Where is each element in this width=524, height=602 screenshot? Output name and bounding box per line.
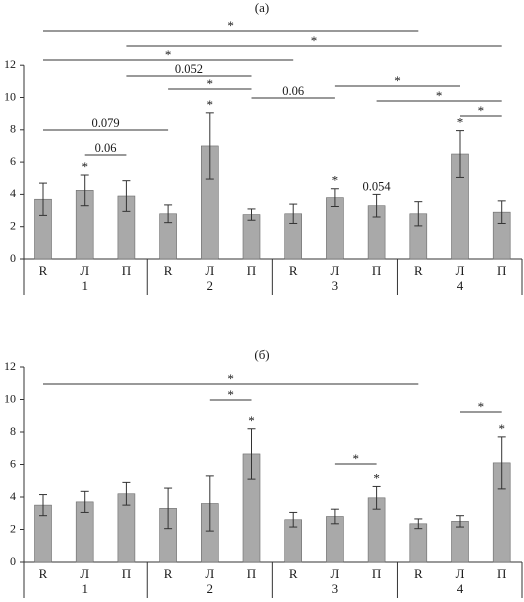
bar — [242, 214, 261, 260]
category-label: Л — [80, 263, 89, 278]
y-tick-label: 10 — [4, 89, 16, 103]
group-label: 3 — [332, 278, 339, 293]
significance-star: * — [436, 88, 443, 103]
significance-star: * — [353, 451, 360, 466]
significance-star: * — [207, 76, 214, 91]
y-tick-label: 2 — [10, 521, 16, 535]
significance-star: * — [332, 173, 339, 188]
category-label: R — [164, 566, 173, 581]
significance-star: * — [227, 371, 234, 386]
bar — [409, 523, 428, 563]
significance-star: * — [457, 115, 464, 130]
p-value-label: 0.06 — [95, 141, 117, 155]
p-value-label: 0.054 — [363, 179, 392, 193]
y-tick-label: 4 — [10, 186, 16, 200]
group-label: 4 — [457, 581, 464, 596]
category-label: Л — [330, 263, 339, 278]
category-label: R — [289, 263, 298, 278]
y-tick-label: 10 — [4, 391, 16, 405]
category-label: Л — [456, 263, 465, 278]
y-tick-label: 0 — [10, 251, 16, 265]
category-label: R — [39, 566, 48, 581]
significance-star: * — [498, 421, 505, 436]
category-label: Л — [205, 263, 214, 278]
category-label: Л — [80, 566, 89, 581]
p-value-label: 0.052 — [175, 62, 203, 76]
group-label: 1 — [81, 278, 88, 293]
significance-star: * — [207, 97, 214, 112]
y-tick-label: 2 — [10, 218, 16, 232]
chart-title: (б) — [254, 347, 269, 362]
significance-star: * — [248, 413, 255, 428]
category-label: П — [372, 263, 381, 278]
y-tick-label: 4 — [10, 489, 16, 503]
group-label: 4 — [457, 278, 464, 293]
category-label: П — [497, 263, 506, 278]
group-label: 2 — [207, 278, 214, 293]
chart-title: (а) — [255, 0, 269, 15]
significance-star: * — [165, 47, 172, 62]
significance-star: * — [478, 399, 485, 414]
category-label: R — [414, 263, 423, 278]
category-label: П — [122, 263, 131, 278]
significance-star: * — [478, 103, 485, 118]
category-label: П — [247, 566, 256, 581]
category-label: Л — [330, 566, 339, 581]
category-label: Л — [205, 566, 214, 581]
significance-star: * — [227, 387, 234, 402]
category-label: R — [414, 566, 423, 581]
significance-star: * — [394, 73, 401, 88]
group-label: 3 — [332, 581, 339, 596]
significance-star: * — [311, 33, 318, 48]
y-tick-label: 8 — [10, 122, 16, 136]
category-label: П — [497, 566, 506, 581]
y-tick-label: 6 — [10, 154, 16, 168]
category-label: П — [372, 566, 381, 581]
p-value-label: 0.06 — [282, 84, 304, 98]
y-tick-label: 6 — [10, 456, 16, 470]
group-label: 2 — [207, 581, 214, 596]
p-value-label: 0.079 — [91, 116, 119, 130]
y-tick-label: 0 — [10, 554, 16, 568]
significance-star: * — [81, 159, 88, 174]
y-tick-label: 8 — [10, 424, 16, 438]
category-label: R — [39, 263, 48, 278]
category-label: Л — [456, 566, 465, 581]
y-tick-label: 12 — [4, 359, 16, 373]
significance-star: * — [373, 470, 380, 485]
y-tick-label: 12 — [4, 57, 16, 71]
category-label: R — [164, 263, 173, 278]
category-label: П — [247, 263, 256, 278]
category-label: П — [122, 566, 131, 581]
group-label: 1 — [81, 581, 88, 596]
category-label: R — [289, 566, 298, 581]
significance-star: * — [227, 18, 234, 33]
